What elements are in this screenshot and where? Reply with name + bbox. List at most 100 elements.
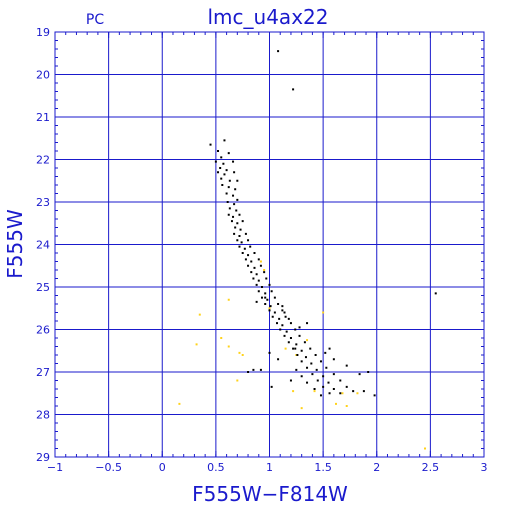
data-point — [271, 315, 274, 318]
x-tick-label: 2.5 — [422, 461, 440, 474]
data-point — [304, 356, 307, 359]
data-point — [289, 379, 292, 382]
data-point — [287, 341, 290, 344]
data-point — [178, 402, 181, 405]
data-point — [339, 379, 342, 382]
data-point — [281, 309, 284, 312]
data-point — [332, 373, 335, 376]
data-point — [233, 203, 236, 206]
data-point — [276, 322, 279, 325]
data-point — [230, 220, 233, 223]
y-tick-label: 28 — [36, 409, 50, 422]
data-point — [278, 317, 281, 320]
data-point — [244, 232, 247, 235]
data-point — [265, 277, 268, 280]
data-point — [285, 330, 288, 333]
data-point — [266, 298, 269, 301]
data-point — [263, 269, 266, 271]
data-point — [306, 381, 309, 384]
data-point — [281, 324, 284, 327]
data-point — [313, 390, 316, 393]
data-point — [227, 298, 230, 301]
data-point — [244, 258, 247, 261]
data-point — [223, 139, 226, 142]
data-point — [268, 309, 271, 312]
y-tick-label: 22 — [36, 154, 50, 167]
data-point — [233, 171, 236, 174]
data-point — [277, 50, 280, 53]
data-point — [328, 347, 331, 350]
data-point — [319, 394, 322, 397]
data-point — [322, 385, 325, 388]
data-point — [279, 328, 282, 331]
data-point — [300, 407, 303, 410]
data-point — [238, 351, 241, 354]
data-point — [232, 160, 235, 163]
data-point — [236, 198, 239, 201]
chart-subtitle: PC — [86, 12, 104, 28]
data-point — [252, 368, 255, 371]
data-point — [311, 373, 314, 376]
data-point — [332, 388, 335, 390]
data-point — [314, 354, 317, 356]
data-point — [287, 317, 290, 320]
data-point — [220, 177, 223, 180]
data-point — [295, 343, 298, 346]
data-point — [283, 334, 286, 337]
data-point — [243, 247, 246, 250]
y-tick-label: 24 — [36, 239, 50, 252]
data-point — [352, 390, 355, 393]
data-point — [233, 232, 236, 235]
data-point — [236, 222, 239, 225]
data-point — [373, 394, 376, 397]
data-point — [277, 358, 280, 361]
data-point — [300, 360, 303, 363]
data-point — [315, 368, 318, 371]
data-point — [241, 252, 244, 254]
y-tick-label: 27 — [36, 366, 50, 379]
data-point — [247, 239, 250, 242]
data-point — [217, 171, 220, 174]
data-point — [292, 347, 295, 350]
data-point — [292, 88, 295, 91]
data-point — [222, 162, 225, 165]
data-point — [303, 341, 306, 344]
x-tick-label: 1 — [266, 461, 273, 474]
x-tick-label: 2 — [373, 461, 380, 474]
data-point — [310, 362, 313, 365]
data-point — [240, 241, 243, 244]
data-point — [238, 235, 241, 237]
data-point — [268, 307, 271, 310]
data-point — [289, 322, 292, 325]
data-point — [249, 245, 252, 248]
y-tick-label: 20 — [36, 69, 50, 82]
data-point — [198, 313, 201, 316]
data-point — [195, 343, 198, 346]
grid-lines — [55, 32, 484, 457]
data-point — [214, 160, 217, 163]
data-point — [345, 364, 348, 367]
data-point — [424, 447, 427, 450]
data-point — [259, 260, 262, 263]
data-point — [219, 167, 222, 169]
data-point — [345, 385, 348, 388]
data-point — [273, 311, 276, 314]
data-point — [255, 300, 258, 303]
data-point — [294, 328, 297, 331]
data-point — [319, 360, 322, 363]
data-point — [234, 226, 237, 229]
data-point — [257, 279, 260, 282]
data-point — [264, 296, 267, 299]
data-point — [283, 311, 286, 314]
data-point — [257, 290, 260, 293]
data-point — [273, 296, 276, 299]
data-point — [306, 322, 309, 325]
x-tick-label: −0.5 — [95, 461, 122, 474]
data-point — [341, 392, 344, 395]
data-point — [322, 311, 325, 314]
data-point — [263, 271, 266, 274]
data-point — [270, 385, 273, 388]
data-point — [313, 388, 316, 390]
data-point — [250, 271, 253, 274]
data-point — [268, 283, 271, 286]
